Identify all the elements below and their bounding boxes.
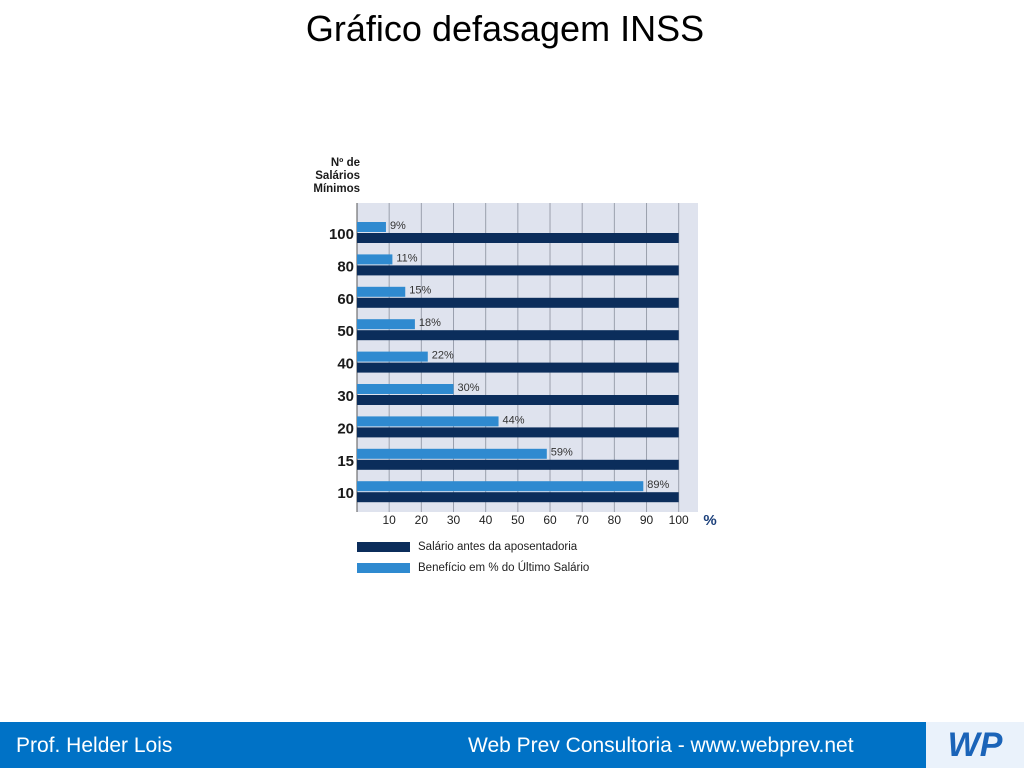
legend-swatch (357, 563, 410, 573)
y-tick-label: 15 (337, 453, 354, 470)
x-tick-label: 30 (447, 513, 461, 527)
value-label: 30% (458, 382, 480, 394)
value-label: 22% (432, 350, 454, 362)
logo: WP (926, 722, 1024, 768)
value-label: 11% (396, 252, 417, 264)
footer-author: Prof. Helder Lois (16, 734, 173, 757)
value-label: 44% (503, 414, 525, 426)
x-tick-label: 100 (669, 513, 689, 527)
x-tick-label: 50 (511, 513, 525, 527)
bar (357, 297, 679, 308)
x-tick-label: 70 (576, 513, 590, 527)
chart: 10 20 30 40 50 60 70 80 90 100 % 100 9% 80 11% 60 15% 50 1… (329, 203, 717, 574)
legend-swatch (357, 542, 410, 552)
bar (357, 222, 386, 232)
value-label: 59% (551, 447, 573, 459)
bar (357, 286, 406, 297)
bar (357, 384, 454, 394)
bar (357, 319, 415, 330)
x-tick-label: 10 (382, 513, 396, 527)
y-tick-label: 30 (337, 388, 354, 405)
bar (357, 395, 679, 405)
y-tick-label: 10 (337, 485, 354, 502)
x-tick-label: 20 (415, 513, 429, 527)
bar (357, 427, 679, 438)
footer-company: Web Prev Consultoria - www.webprev.net (468, 734, 854, 757)
y-tick-label: 20 (337, 420, 354, 437)
value-label: 9% (390, 220, 406, 232)
bar (357, 459, 679, 470)
bar (357, 448, 547, 459)
legend-label: Benefício em % do Último Salário (418, 561, 589, 574)
y-tick-label: 60 (337, 291, 354, 308)
slide-title: Gráfico defasagem INSS (305, 8, 705, 49)
x-tick-label: 60 (543, 513, 557, 527)
bar (357, 265, 679, 276)
bar (357, 362, 679, 373)
bar (357, 233, 679, 243)
bar (357, 416, 499, 427)
bar (357, 481, 644, 492)
x-axis-label: % (703, 512, 716, 529)
y-tick-label: 80 (337, 258, 354, 275)
x-tick-label: 90 (640, 513, 654, 527)
value-label: 89% (647, 479, 669, 491)
legend-label: Salário antes da aposentadoria (418, 541, 578, 553)
bar (357, 330, 679, 341)
y-tick-label: 40 (337, 356, 354, 373)
bar (357, 254, 393, 265)
y-tick-label: 50 (337, 323, 354, 340)
bar (357, 492, 679, 503)
value-label: 15% (409, 285, 431, 297)
value-label: 18% (419, 317, 441, 329)
y-tick-label: 100 (329, 226, 354, 243)
x-tick-label: 40 (479, 513, 493, 527)
x-tick-label: 80 (608, 513, 622, 527)
footer: Prof. Helder Lois Web Prev Consultoria -… (0, 722, 1024, 768)
y-axis-label: Nº de Salários Mínimos (313, 157, 360, 195)
bar (357, 351, 428, 362)
